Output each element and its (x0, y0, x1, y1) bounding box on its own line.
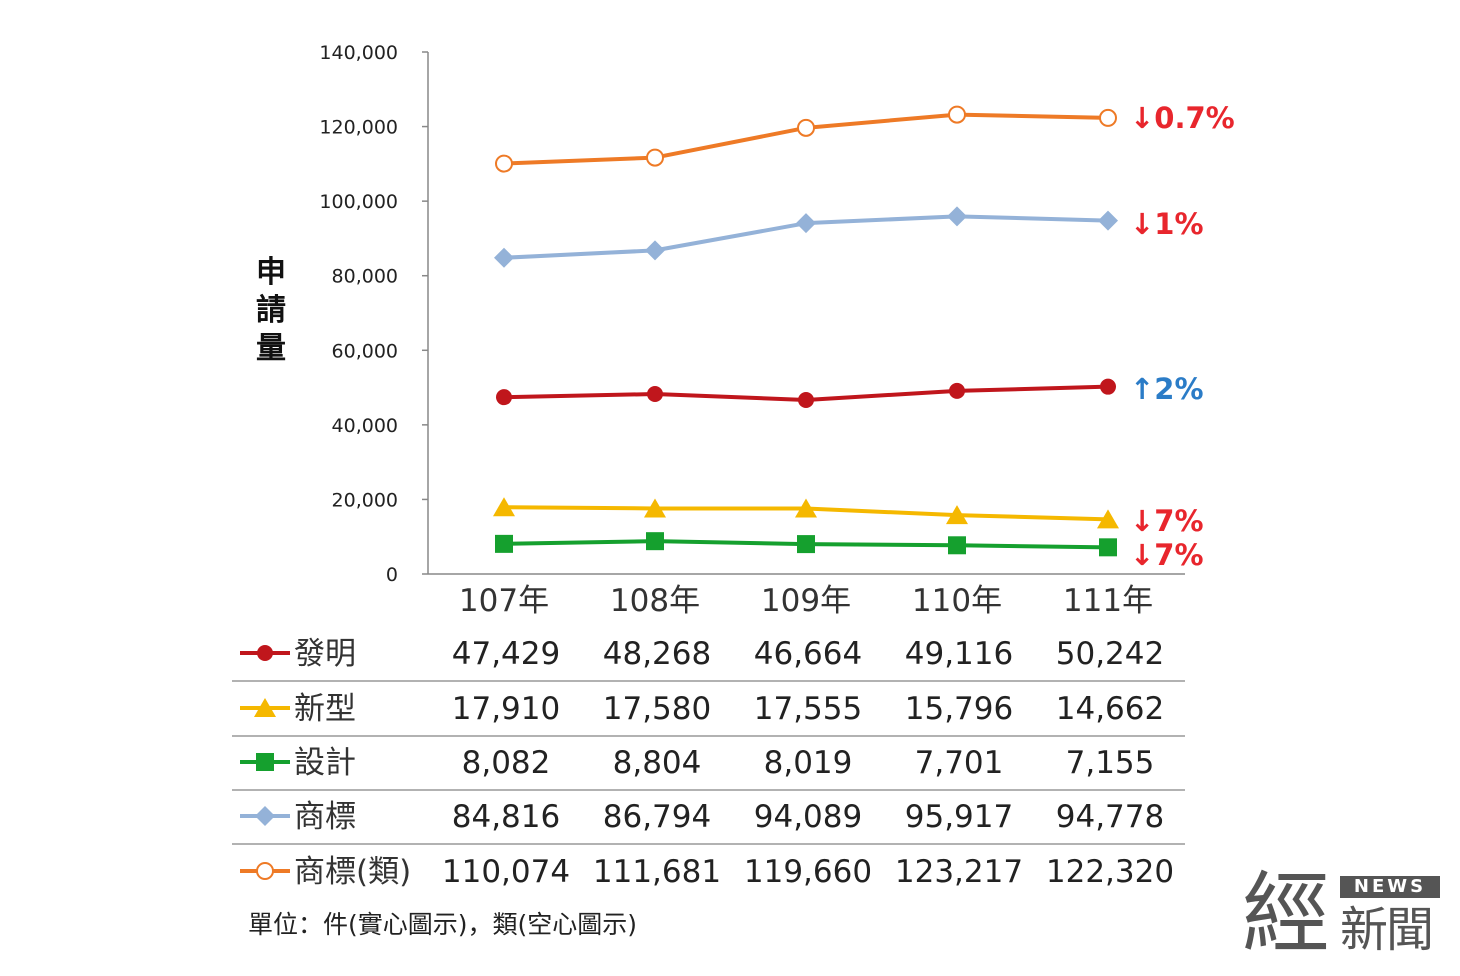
data-point (1098, 210, 1118, 231)
logo-badge: NEWS (1340, 876, 1440, 898)
y-tick-label: 40,000 (332, 415, 398, 437)
legend-marker (254, 698, 276, 717)
table-cell: 123,217 (895, 854, 1023, 890)
table-cell: 17,555 (754, 691, 862, 727)
table-row-label: 商標 (294, 799, 356, 835)
table-row-label: 新型 (294, 691, 356, 727)
logo-subtitle: 新聞 (1340, 902, 1434, 958)
x-tick-label: 108年 (610, 583, 700, 619)
table-cell: 8,082 (462, 745, 551, 781)
x-tick-label: 107年 (459, 583, 549, 619)
change-annotation: ↓7% (1130, 538, 1204, 572)
change-annotation: ↓7% (1130, 504, 1204, 538)
data-point (1099, 538, 1117, 557)
x-tick-label: 111年 (1063, 583, 1153, 619)
table-cell: 86,794 (603, 799, 711, 835)
y-tick-label: 60,000 (332, 340, 398, 362)
y-tick-label: 140,000 (319, 42, 398, 64)
table-cell: 17,580 (603, 691, 711, 727)
y-axis-label-char: 請 (256, 293, 286, 328)
data-point (948, 105, 966, 124)
legend-marker (256, 862, 274, 880)
y-tick-label: 20,000 (332, 489, 398, 511)
data-point (948, 536, 966, 555)
data-point (797, 118, 815, 137)
data-point (797, 535, 815, 554)
data-point (647, 386, 663, 403)
data-point (946, 505, 968, 525)
table-cell: 50,242 (1056, 636, 1164, 672)
table-cell: 122,320 (1046, 854, 1174, 890)
table-row-label: 設計 (294, 745, 356, 781)
table-cell: 7,155 (1066, 745, 1155, 781)
data-point (949, 382, 965, 399)
data-point (646, 148, 664, 167)
data-point (495, 534, 513, 553)
legend-marker (255, 806, 275, 826)
table-cell: 119,660 (744, 854, 872, 890)
data-point (796, 213, 816, 234)
data-point (645, 240, 665, 261)
data-point (1099, 108, 1117, 127)
table-row-label: 商標(類) (294, 854, 411, 890)
change-annotation: ↓1% (1130, 207, 1204, 241)
y-tick-label: 100,000 (319, 191, 398, 213)
data-point (493, 497, 515, 517)
legend-marker (256, 753, 274, 771)
news-logo: 經 NEWS 新聞 (1242, 866, 1447, 962)
table-cell: 111,681 (593, 854, 721, 890)
data-point (646, 532, 664, 551)
unit-note: 單位：件(實心圖示)，類(空心圖示) (248, 910, 637, 939)
table-cell: 8,804 (613, 745, 702, 781)
table-cell: 110,074 (442, 854, 570, 890)
data-point (644, 498, 666, 518)
table-cell: 84,816 (452, 799, 560, 835)
table-cell: 15,796 (905, 691, 1013, 727)
change-annotation: ↑2% (1130, 372, 1204, 406)
table-cell: 94,778 (1056, 799, 1164, 835)
table-cell: 95,917 (905, 799, 1013, 835)
y-axis-label-char: 量 (256, 331, 286, 366)
y-axis-label-char: 申 (256, 255, 286, 290)
table-cell: 46,664 (754, 636, 862, 672)
x-tick-label: 110年 (912, 583, 1002, 619)
y-axis-label: 申請量 (256, 255, 286, 366)
table-cell: 7,701 (915, 745, 1004, 781)
table-cell: 94,089 (754, 799, 862, 835)
table-row-label: 發明 (294, 636, 356, 672)
table-cell: 8,019 (764, 745, 853, 781)
change-annotation: ↓0.7% (1130, 101, 1235, 135)
x-tick-label: 109年 (761, 583, 851, 619)
y-tick-label: 120,000 (319, 117, 398, 139)
y-tick-label: 0 (386, 564, 398, 586)
data-point (798, 392, 814, 409)
data-point (1100, 378, 1116, 395)
data-point (947, 206, 967, 227)
logo-char: 經 (1242, 862, 1331, 965)
legend-marker (257, 645, 273, 661)
table-cell: 48,268 (603, 636, 711, 672)
table-cell: 14,662 (1056, 691, 1164, 727)
data-point (795, 498, 817, 518)
table-cell: 47,429 (452, 636, 560, 672)
y-tick-label: 80,000 (332, 266, 398, 288)
data-point (496, 389, 512, 406)
data-point (495, 154, 513, 173)
table-cell: 17,910 (452, 691, 560, 727)
data-point (1097, 509, 1119, 529)
table-cell: 49,116 (905, 636, 1013, 672)
data-point (494, 247, 514, 268)
